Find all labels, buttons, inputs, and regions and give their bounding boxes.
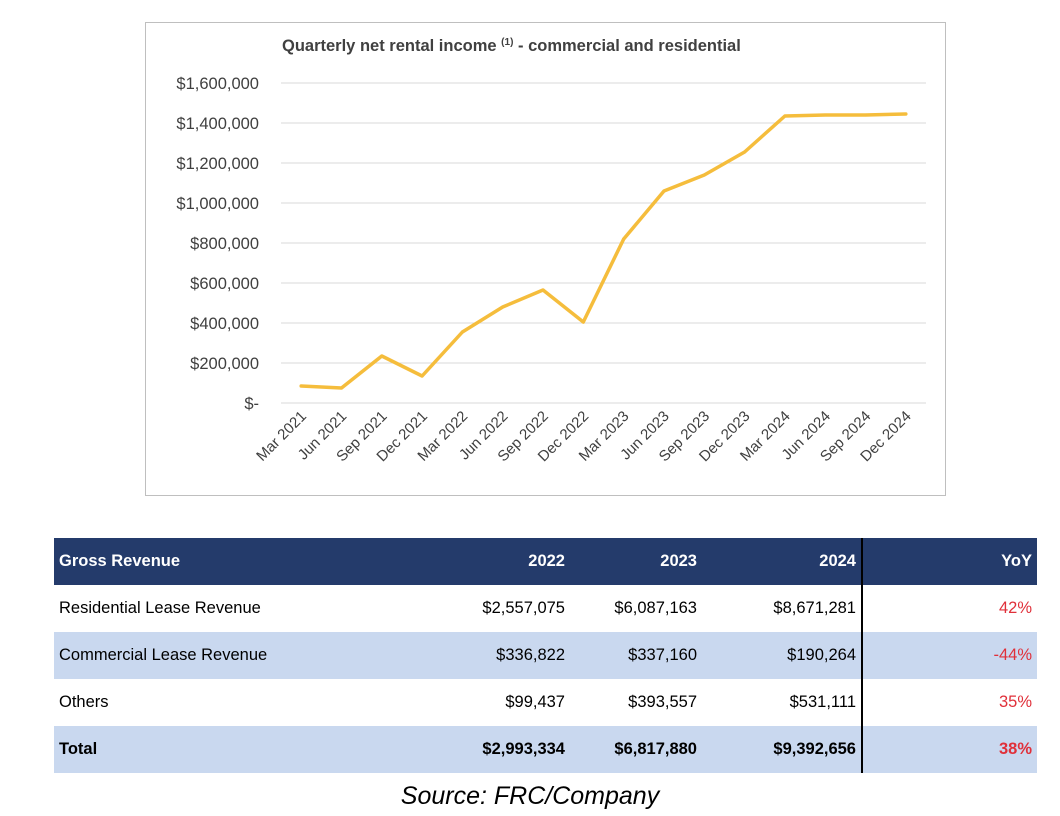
data-point [581, 320, 585, 324]
y-tick-label: $800,000 [190, 235, 259, 253]
cell-2022: $336,822 [426, 632, 570, 679]
cell-2023: $6,087,163 [614, 599, 697, 617]
data-point [823, 113, 827, 117]
y-tick-label: $1,400,000 [176, 115, 259, 133]
header-2023: 2023 [570, 538, 702, 585]
cell-2022: $2,993,334 [426, 726, 570, 773]
header-2022: 2022 [426, 538, 570, 585]
table-row: Commercial Lease Revenue $336,822 $337,1… [54, 632, 1037, 679]
chart-title-footnote: (1) [501, 37, 514, 48]
y-tick-label: $1,000,000 [176, 195, 259, 213]
chart-title-main: Quarterly net rental income [282, 37, 497, 55]
cell-2024: $531,111 [789, 693, 856, 711]
data-point [501, 305, 505, 309]
cell-2024: $9,392,656 [702, 726, 862, 773]
data-point [904, 112, 908, 116]
data-point [622, 237, 626, 241]
data-point [743, 150, 747, 154]
table-row: Others $99,437 $393,557 $531,111 35% [54, 679, 1037, 726]
data-point [299, 384, 303, 388]
y-tick-label: $1,600,000 [176, 75, 259, 93]
y-tick-label: $- [244, 395, 259, 413]
gross-revenue-table: Gross Revenue 2022 2023 2024 YoY Residen… [54, 538, 1037, 773]
cell-yoy: 42% [861, 585, 1037, 632]
row-label: Total [54, 726, 426, 773]
row-label: Others [59, 693, 109, 711]
line-chart: $- $200,000 $400,000 $600,000 $800,000 $1,000… [176, 75, 926, 465]
data-point [380, 354, 384, 358]
data-point [420, 374, 424, 378]
data-point [541, 288, 545, 292]
header-2024: 2024 [702, 538, 862, 585]
header-yoy: YoY [861, 538, 1037, 585]
data-point [864, 113, 868, 117]
cell-2023: $393,557 [628, 693, 697, 711]
cell-yoy: 35% [861, 679, 1037, 726]
cell-2024: $8,671,281 [773, 599, 856, 617]
row-label: Commercial Lease Revenue [54, 632, 426, 679]
cell-yoy: -44% [861, 632, 1037, 679]
chart-container: $- $200,000 $400,000 $600,000 $800,000 $1,000… [145, 22, 946, 496]
chart-title: Quarterly net rental income (1) - commer… [282, 37, 741, 56]
data-point [662, 189, 666, 193]
y-tick-label: $1,200,000 [176, 155, 259, 173]
y-tick-label: $400,000 [190, 315, 259, 333]
data-point [783, 114, 787, 118]
data-point [460, 330, 464, 334]
cell-2023: $337,160 [570, 632, 702, 679]
cell-yoy: 38% [861, 726, 1037, 773]
table-header-row: Gross Revenue 2022 2023 2024 YoY [54, 538, 1037, 585]
table-row: Residential Lease Revenue $2,557,075 $6,… [54, 585, 1037, 632]
source-note: Source: FRC/Company [400, 782, 660, 810]
header-gross-revenue: Gross Revenue [54, 538, 426, 585]
table-row-total: Total $2,993,334 $6,817,880 $9,392,656 3… [54, 726, 1037, 773]
cell-2023: $6,817,880 [570, 726, 702, 773]
data-point [702, 173, 706, 177]
y-tick-label: $200,000 [190, 355, 259, 373]
series-line [299, 112, 908, 390]
cell-2022: $99,437 [505, 693, 565, 711]
data-point [339, 386, 343, 390]
y-tick-label: $600,000 [190, 275, 259, 293]
cell-2024: $190,264 [702, 632, 862, 679]
row-label: Residential Lease Revenue [59, 599, 261, 617]
cell-2022: $2,557,075 [482, 599, 565, 617]
chart-title-suffix: - commercial and residential [513, 37, 741, 55]
